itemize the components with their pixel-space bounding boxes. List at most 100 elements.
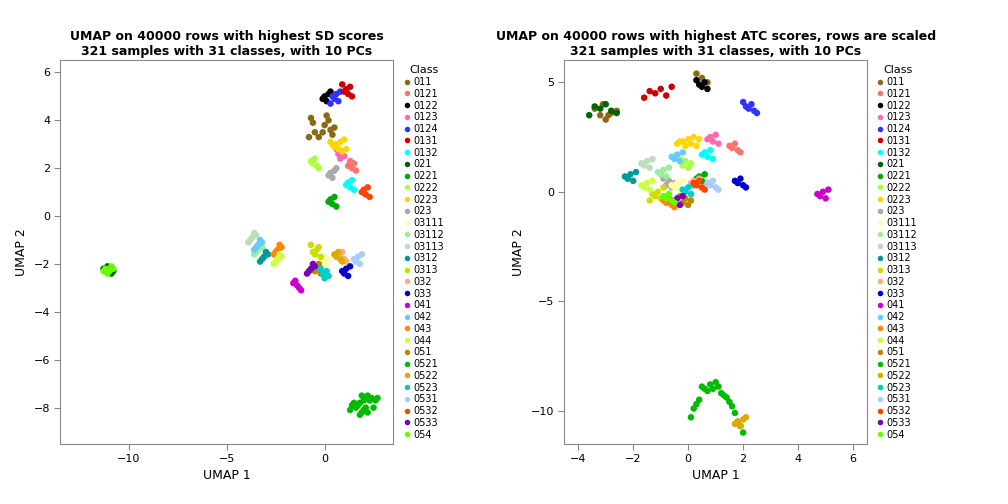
Point — [663, 83, 679, 91]
Point — [338, 181, 354, 189]
Point — [335, 148, 351, 156]
Point — [335, 267, 351, 275]
Point — [103, 263, 119, 271]
Point — [336, 255, 352, 263]
Point — [711, 185, 727, 194]
Point — [354, 188, 370, 196]
Point — [666, 179, 682, 187]
Point — [620, 175, 636, 183]
Point — [700, 135, 716, 143]
Point — [697, 78, 713, 86]
Point — [342, 157, 358, 165]
Point — [700, 78, 716, 86]
Point — [317, 274, 333, 282]
Point — [338, 145, 354, 153]
Point — [688, 175, 705, 183]
Point — [809, 190, 826, 198]
Point — [655, 175, 671, 183]
Point — [622, 170, 638, 178]
Point — [319, 97, 335, 105]
Point — [321, 90, 337, 98]
Point — [666, 155, 682, 163]
Point — [691, 175, 708, 183]
Point — [688, 181, 705, 190]
Point — [314, 129, 331, 137]
Point — [661, 195, 677, 203]
Point — [582, 111, 598, 119]
Point — [338, 85, 354, 93]
Point — [362, 193, 378, 201]
Point — [674, 138, 690, 146]
Point — [333, 88, 349, 96]
Point — [360, 183, 376, 192]
Point — [603, 107, 619, 115]
Point — [688, 181, 705, 190]
Point — [336, 136, 352, 144]
Point — [688, 76, 705, 84]
Point — [633, 159, 649, 167]
Point — [700, 85, 716, 93]
Point — [727, 140, 743, 148]
Point — [817, 195, 834, 203]
Point — [674, 185, 690, 194]
Point — [291, 284, 307, 292]
Point — [323, 169, 339, 177]
Point — [325, 140, 341, 148]
Point — [350, 401, 366, 409]
Point — [103, 270, 119, 278]
Point — [703, 133, 719, 141]
Point — [268, 248, 284, 256]
Point — [700, 179, 716, 187]
Point — [364, 394, 380, 402]
Point — [352, 260, 368, 268]
Point — [663, 181, 679, 190]
Point — [713, 389, 729, 397]
Title: UMAP on 40000 rows with highest SD scores
321 samples with 31 classes, with 10 P: UMAP on 40000 rows with highest SD score… — [70, 30, 384, 58]
Point — [617, 172, 633, 180]
Point — [672, 155, 688, 163]
Point — [644, 177, 660, 185]
Point — [743, 100, 759, 108]
Point — [628, 168, 644, 176]
Point — [96, 265, 112, 273]
Point — [258, 248, 274, 256]
Point — [821, 185, 837, 194]
Point — [336, 152, 352, 160]
Point — [661, 164, 677, 172]
Point — [663, 153, 679, 161]
Point — [601, 111, 617, 119]
Point — [323, 126, 339, 134]
Point — [722, 142, 738, 150]
Point — [674, 199, 690, 207]
Point — [697, 385, 713, 393]
Point — [733, 148, 749, 156]
Point — [658, 195, 674, 203]
Point — [749, 109, 765, 117]
Point — [319, 267, 335, 275]
Point — [674, 148, 690, 156]
Point — [293, 286, 309, 294]
Point — [252, 241, 268, 249]
Point — [348, 258, 364, 266]
Point — [354, 392, 370, 400]
Point — [655, 166, 671, 174]
Point — [669, 140, 685, 148]
Point — [250, 241, 266, 249]
Point — [312, 263, 329, 271]
Point — [639, 179, 655, 187]
Point — [266, 260, 282, 268]
Point — [587, 102, 603, 110]
Point — [254, 255, 270, 263]
Point — [595, 100, 611, 108]
Point — [735, 428, 751, 436]
Point — [730, 179, 746, 187]
Point — [658, 172, 674, 180]
Point — [669, 195, 685, 203]
Point — [672, 157, 688, 165]
Point — [100, 270, 116, 278]
Point — [642, 87, 658, 95]
Point — [727, 409, 743, 417]
Point — [358, 394, 374, 402]
Point — [682, 140, 699, 148]
Point — [663, 183, 679, 192]
